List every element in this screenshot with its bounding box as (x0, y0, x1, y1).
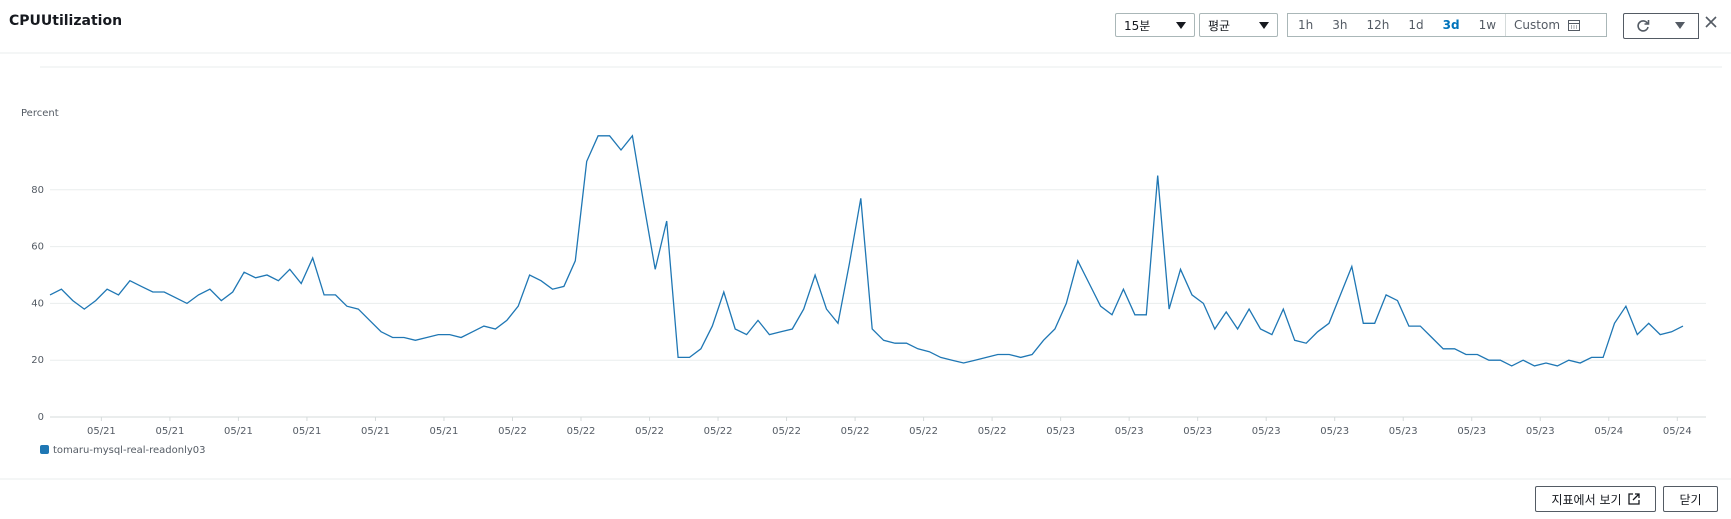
period-dropdown[interactable]: 15분 (1115, 13, 1195, 37)
time-range-option[interactable]: 12h (1366, 18, 1390, 32)
time-range-option[interactable]: 1w (1478, 18, 1497, 32)
time-range-option[interactable]: 3d (1442, 18, 1460, 32)
close-icon[interactable] (1705, 16, 1717, 28)
data-line (49, 134, 1684, 367)
time-range-selector: 1h 3h 12h 1d 3d 1w Custom (1287, 13, 1607, 37)
x-tick-label: 05/23 (1046, 426, 1075, 437)
x-tick-label: 05/23 (1183, 426, 1212, 437)
time-range-option[interactable]: 1d (1408, 18, 1424, 32)
period-value: 15분 (1124, 19, 1151, 33)
x-tick-label: 05/21 (430, 426, 459, 437)
external-link-icon (1627, 493, 1640, 505)
calendar-icon (1568, 20, 1581, 31)
view-in-metrics-button[interactable]: 지표에서 보기 (1535, 486, 1656, 512)
dropdown-arrow (1259, 22, 1269, 29)
x-tick-label: 05/22 (978, 426, 1007, 437)
x-tick-label: 05/21 (87, 426, 116, 437)
refresh-icon (1636, 20, 1649, 32)
x-tick-label: 05/23 (1526, 426, 1555, 437)
x-tick-label: 05/22 (841, 426, 870, 437)
x-tick-label: 05/23 (1389, 426, 1418, 437)
x-tick-label: 05/22 (498, 426, 527, 437)
button-label: 닫기 (1679, 492, 1702, 507)
y-tick-label: 20 (31, 355, 44, 366)
time-range-option[interactable]: 3h (1332, 18, 1348, 32)
y-tick-label: 60 (31, 242, 44, 253)
legend-swatch (40, 445, 49, 454)
x-tick-label: 05/21 (224, 426, 253, 437)
y-tick-label: 80 (31, 185, 44, 196)
x-tick-label: 05/22 (567, 426, 596, 437)
close-button[interactable]: 닫기 (1663, 486, 1718, 512)
refresh-options-button[interactable] (1661, 13, 1699, 39)
x-tick-label: 05/24 (1663, 426, 1692, 437)
x-tick-label: 05/24 (1594, 426, 1623, 437)
y-tick-label: 40 (31, 298, 44, 309)
dropdown-arrow (1176, 22, 1186, 29)
x-tick-label: 05/22 (909, 426, 938, 437)
x-tick-label: 05/22 (772, 426, 801, 437)
x-tick-label: 05/22 (704, 426, 733, 437)
x-tick-label: 05/22 (635, 426, 664, 437)
dropdown-arrow (1674, 22, 1685, 29)
x-tick-label: 05/23 (1320, 426, 1349, 437)
statistic-value: 평균 (1208, 19, 1231, 33)
statistic-dropdown[interactable]: 평균 (1199, 13, 1278, 37)
refresh-button[interactable] (1623, 13, 1662, 39)
x-tick-label: 05/21 (155, 426, 184, 437)
widget-title: CPUUtilization (9, 13, 123, 29)
x-tick-label: 05/23 (1252, 426, 1281, 437)
time-range-option[interactable]: 1h (1298, 18, 1314, 32)
time-range-option[interactable]: Custom (1505, 14, 1581, 36)
x-tick-label: 05/23 (1115, 426, 1144, 437)
x-tick-label: 05/21 (361, 426, 390, 437)
y-tick-label: 0 (38, 412, 44, 423)
x-tick-label: 05/23 (1457, 426, 1486, 437)
y-axis-label: Percent (21, 108, 59, 119)
button-label: 지표에서 보기 (1551, 492, 1622, 507)
x-tick-label: 05/21 (293, 426, 322, 437)
legend-label: tomaru-mysql-real-readonly03 (53, 445, 206, 456)
